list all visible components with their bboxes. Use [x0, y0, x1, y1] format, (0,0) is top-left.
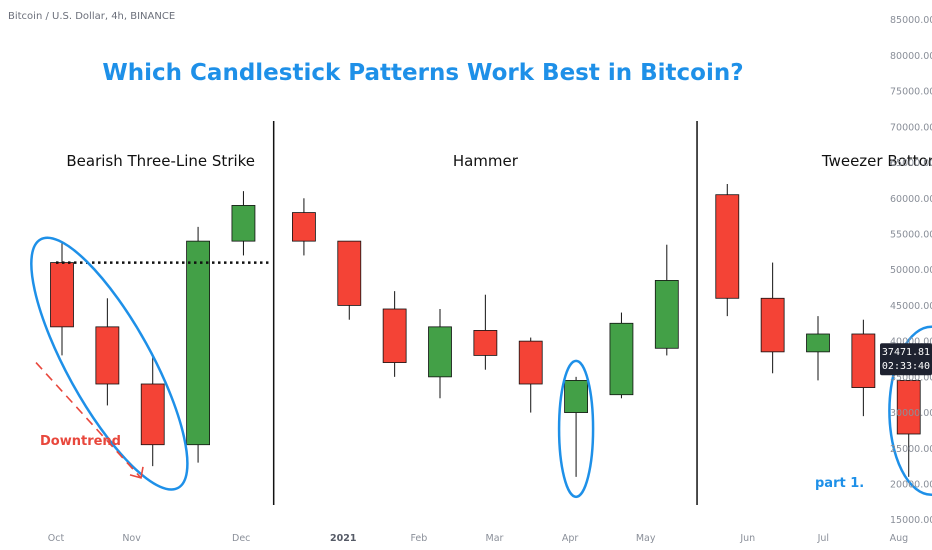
- x-tick-label: Feb: [410, 533, 427, 544]
- candle-body: [140, 383, 165, 446]
- candle-p1-1: [50, 241, 74, 356]
- panel-title-2: Hammer: [453, 152, 519, 170]
- y-tick-label: 40000.00: [890, 337, 932, 348]
- candle-body: [806, 333, 830, 353]
- candle-body: [95, 326, 120, 385]
- pattern-overlays: [30, 236, 932, 499]
- x-tick-label: Jul: [817, 533, 829, 544]
- candle-p1-4: [186, 226, 210, 463]
- part-label: part 1.: [815, 476, 864, 491]
- panel-title-3: Tweezer Bottoms: [821, 152, 932, 170]
- y-tick-label: 35000.00: [890, 372, 932, 383]
- downtrend-label: Downtrend: [40, 434, 121, 449]
- candle-p2-4: [428, 308, 452, 399]
- x-tick-label: Dec: [232, 533, 250, 544]
- downtrend-arrow-line: [35, 362, 141, 478]
- candle-p2-6: [518, 337, 543, 413]
- candle-p3-3: [806, 316, 830, 381]
- x-tick-label: May: [636, 533, 656, 544]
- y-tick-label: 20000.00: [890, 480, 932, 491]
- candle-body: [292, 212, 316, 242]
- candle-body: [564, 380, 588, 413]
- candle-p2-3: [382, 291, 407, 377]
- y-tick-label: 25000.00: [890, 444, 932, 455]
- candle-p2-1: [292, 198, 316, 256]
- pattern-ellipse-1: [30, 236, 189, 491]
- y-tick-label: 75000.00: [890, 87, 932, 98]
- x-tick-label: Aug: [890, 533, 909, 544]
- candle-p3-2: [760, 262, 785, 374]
- candle-p2-5: [473, 294, 498, 370]
- current-price-tag[interactable]: 37471.81 02:33:40: [880, 343, 932, 376]
- price-tag-price: 37471.81: [882, 347, 930, 358]
- y-tick-label: 80000.00: [890, 51, 932, 62]
- x-tick-label: 2021: [330, 533, 356, 544]
- candle-p2-7: [564, 376, 588, 477]
- x-tick-label: Mar: [486, 533, 504, 544]
- price-tag-time: 02:33:40: [882, 361, 930, 372]
- candle-p1-3: [140, 355, 165, 467]
- candle-p2-9: [654, 244, 679, 356]
- candle-body: [337, 240, 362, 306]
- candle-p1-2: [95, 298, 120, 406]
- y-tick-label: 55000.00: [890, 229, 932, 240]
- x-axis[interactable]: Oct Nov Dec 2021 Feb Mar Apr May Jun Jul Aug: [48, 533, 908, 544]
- downtrend-arrow-head: [129, 466, 144, 479]
- candle-body: [760, 297, 785, 353]
- price-tag-background: [880, 343, 932, 376]
- candle-p1-5: [231, 191, 256, 256]
- x-tick-label: Jun: [739, 533, 755, 544]
- pattern-ellipse-2: [557, 359, 595, 499]
- y-tick-label: 45000.00: [890, 301, 932, 312]
- symbol-label: Bitcoin / U.S. Dollar, 4h, BINANCE: [8, 11, 175, 22]
- y-tick-label: 30000.00: [890, 408, 932, 419]
- y-tick-label: 65000.00: [890, 158, 932, 169]
- y-tick-label: 60000.00: [890, 194, 932, 205]
- candle-p3-4: [851, 319, 876, 417]
- candle-body: [428, 326, 452, 378]
- candle-body: [518, 340, 543, 385]
- candle-p2-2: [337, 240, 362, 320]
- panel-separators: [272, 121, 698, 505]
- pattern-ellipse-3: [888, 325, 932, 497]
- candle-body: [609, 322, 634, 396]
- x-tick-label: Oct: [48, 533, 65, 544]
- panel-title-1: Bearish Three-Line Strike: [66, 152, 255, 170]
- y-tick-label: 50000.00: [890, 265, 932, 276]
- candle-body: [231, 205, 256, 242]
- candle-p2-8: [609, 312, 634, 399]
- candle-body: [382, 308, 407, 363]
- candles: [50, 183, 921, 477]
- candle-body: [50, 262, 74, 328]
- candle-body: [473, 330, 498, 356]
- y-tick-label: 70000.00: [890, 122, 932, 133]
- candle-body: [715, 194, 740, 299]
- y-tick-label: 85000.00: [890, 15, 932, 26]
- panel-titles: Bearish Three-Line Strike Hammer Tweezer B…: [66, 152, 932, 170]
- x-tick-label: Nov: [122, 533, 141, 544]
- candle-p3-1: [715, 183, 740, 317]
- candle-body: [186, 240, 210, 446]
- page-title: Which Candlestick Patterns Work Best in …: [102, 60, 743, 86]
- candle-body: [851, 333, 876, 388]
- x-tick-label: Apr: [562, 533, 579, 544]
- y-tick-label: 15000.00: [890, 515, 932, 526]
- y-axis[interactable]: 85000.00 80000.00 75000.00 70000.00 65000.00…: [890, 15, 932, 526]
- candle-p3-5: [896, 380, 921, 477]
- candle-body: [654, 280, 679, 349]
- candle-body: [896, 380, 921, 435]
